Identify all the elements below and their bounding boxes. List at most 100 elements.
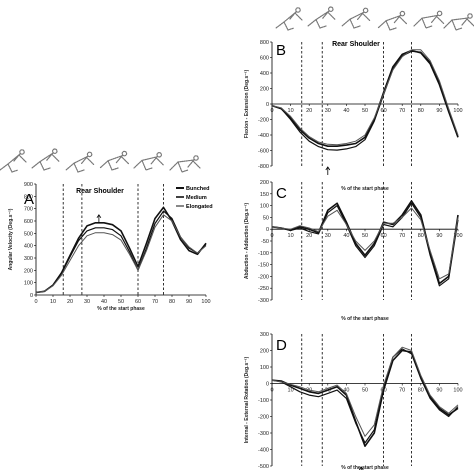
sprinter-figure xyxy=(341,7,371,29)
x-tick-label: 80 xyxy=(169,299,175,305)
head-shape xyxy=(52,148,58,155)
y-tick-label: 0 xyxy=(30,293,33,299)
sprinter-figure xyxy=(0,149,27,173)
y-tick-label: 100 xyxy=(260,365,269,371)
y-tick-label: 50 xyxy=(263,215,269,221)
x-tick-label: 50 xyxy=(362,388,368,394)
x-tick-label: 100 xyxy=(453,108,462,114)
arrow-head xyxy=(325,166,331,171)
y-tick-label: 300 xyxy=(24,256,33,262)
x-tick-label: 30 xyxy=(325,233,331,239)
x-tick-label: 10 xyxy=(50,299,56,305)
series-line-elongated xyxy=(271,49,459,146)
limb-shape xyxy=(443,17,474,31)
x-tick-label: 30 xyxy=(84,299,90,305)
x-tick-label: 80 xyxy=(418,108,424,114)
limb-shape xyxy=(413,14,445,29)
head-shape xyxy=(156,152,163,158)
x-tick-label: 0 xyxy=(270,233,273,239)
x-tick-label: 50 xyxy=(118,299,124,305)
y-tick-label: -300 xyxy=(258,431,269,437)
y-tick-label: 0 xyxy=(266,102,269,108)
limb-shape xyxy=(31,152,60,171)
head-shape xyxy=(295,7,301,13)
x-tick-label: 80 xyxy=(418,388,424,394)
x-axis-label: % of the start phase xyxy=(341,316,389,322)
athlete-silhouettes xyxy=(0,6,474,173)
x-tick-label: 40 xyxy=(343,108,349,114)
y-tick-label: -150 xyxy=(258,263,269,269)
head-shape xyxy=(121,150,128,157)
y-tick-label: -800 xyxy=(258,164,269,170)
x-tick-label: 20 xyxy=(306,108,312,114)
series-line-bunched xyxy=(35,206,207,294)
series-line-medium xyxy=(271,348,459,444)
x-tick-label: 90 xyxy=(436,108,442,114)
x-axis-label: % of the start phase xyxy=(341,465,389,470)
x-tick-label: 50 xyxy=(362,233,368,239)
series-line-medium xyxy=(271,50,459,151)
legend-entry: Elongated xyxy=(186,204,213,210)
sprinter-figure xyxy=(31,148,60,171)
panel-letter: D xyxy=(276,337,287,354)
head-shape xyxy=(436,10,443,17)
head-shape xyxy=(19,149,25,155)
panel-letter: A xyxy=(24,191,34,208)
x-tick-label: 60 xyxy=(135,299,141,305)
y-tick-label: 200 xyxy=(260,180,269,186)
x-tick-label: 100 xyxy=(453,233,462,239)
y-tick-label: 700 xyxy=(24,207,33,213)
sprinter-figure xyxy=(443,13,474,31)
x-tick-label: 0 xyxy=(34,299,37,305)
x-tick-label: 40 xyxy=(343,233,349,239)
x-tick-label: 20 xyxy=(67,299,73,305)
sprinter-figure xyxy=(65,151,95,173)
y-tick-label: -250 xyxy=(258,286,269,292)
series-line-medium xyxy=(35,210,207,294)
limb-shape xyxy=(0,153,27,173)
x-tick-label: 90 xyxy=(436,388,442,394)
x-tick-label: 0 xyxy=(270,108,273,114)
y-tick-label: 200 xyxy=(260,87,269,93)
y-tick-label: 500 xyxy=(24,231,33,237)
limb-shape xyxy=(341,11,371,29)
head-shape xyxy=(399,10,406,17)
arrow-head xyxy=(96,214,102,219)
series-line-medium xyxy=(271,202,459,287)
y-axis-label: Internal - External Rotation (Deg.s⁻¹) xyxy=(244,356,250,443)
arrow-head xyxy=(358,466,364,470)
y-tick-label: 900 xyxy=(24,182,33,188)
y-tick-label: -200 xyxy=(258,274,269,280)
x-tick-label: 70 xyxy=(399,388,405,394)
y-tick-label: -400 xyxy=(258,448,269,454)
sprinter-figure xyxy=(413,10,445,29)
legend-entry: Medium xyxy=(186,195,207,201)
x-tick-label: 70 xyxy=(152,299,158,305)
y-tick-label: -200 xyxy=(258,415,269,421)
y-tick-label: -100 xyxy=(258,251,269,257)
y-tick-label: -100 xyxy=(258,398,269,404)
limb-shape xyxy=(307,10,336,29)
head-shape xyxy=(193,155,199,161)
x-tick-label: 0 xyxy=(270,388,273,394)
panel-letter: B xyxy=(276,42,286,59)
y-tick-label: 100 xyxy=(24,281,33,287)
y-tick-label: 300 xyxy=(260,332,269,338)
x-tick-label: 100 xyxy=(453,388,462,394)
head-shape xyxy=(467,13,473,19)
y-tick-label: -50 xyxy=(261,239,269,245)
sprinter-figure xyxy=(169,155,201,173)
sprinter-figure xyxy=(307,6,336,29)
limb-shape xyxy=(133,156,164,171)
limb-shape xyxy=(275,11,303,31)
y-tick-label: 150 xyxy=(260,192,269,198)
series-line-bunched xyxy=(271,49,459,147)
sprinter-figure xyxy=(275,7,303,31)
series-line-elongated xyxy=(271,346,459,437)
y-tick-label: -500 xyxy=(258,464,269,470)
x-tick-label: 70 xyxy=(399,108,405,114)
